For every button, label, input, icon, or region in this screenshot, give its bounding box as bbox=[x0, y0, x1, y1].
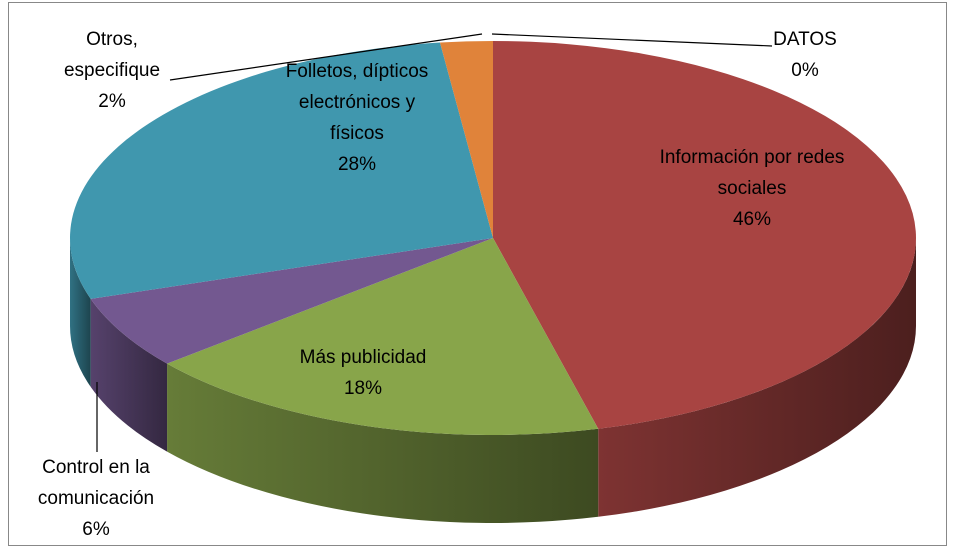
label-value: 18% bbox=[343, 378, 383, 399]
pie-slice bbox=[69, 42, 493, 299]
label-name: Control en la comunicación bbox=[37, 457, 155, 509]
leader-line bbox=[491, 33, 773, 47]
pie-tops bbox=[69, 41, 916, 435]
label-value: 2% bbox=[98, 91, 126, 112]
pie-slice bbox=[90, 238, 493, 364]
label-value: 46% bbox=[732, 209, 772, 230]
data-label: DATOS 0% bbox=[760, 24, 850, 86]
label-name: Folletos, dípticos electrónicos y físico… bbox=[285, 61, 429, 144]
label-value: 0% bbox=[791, 60, 819, 81]
label-name: Otros, especifique bbox=[63, 29, 161, 81]
pie-slice bbox=[439, 41, 493, 238]
label-name: Más publicidad bbox=[299, 347, 427, 368]
pie-side bbox=[70, 238, 91, 387]
data-label: Folletos, dípticos electrónicos y físico… bbox=[277, 56, 437, 180]
pie-slice bbox=[493, 41, 916, 429]
data-label: Más publicidad 18% bbox=[253, 342, 473, 404]
pie-side bbox=[598, 238, 916, 517]
label-name: Información por redes sociales bbox=[659, 147, 845, 199]
pie-slice bbox=[167, 238, 599, 435]
label-value: 28% bbox=[337, 154, 377, 175]
leader-line bbox=[169, 33, 483, 81]
pie-side bbox=[90, 298, 168, 452]
data-label: Información por redes sociales 46% bbox=[652, 142, 852, 235]
label-value: 6% bbox=[82, 519, 110, 540]
data-label: Control en la comunicación 6% bbox=[6, 452, 186, 545]
pie-sides bbox=[70, 238, 916, 524]
label-name: DATOS bbox=[773, 29, 837, 50]
data-label: Otros, especifique 2% bbox=[47, 24, 177, 117]
pie-side bbox=[167, 363, 599, 524]
